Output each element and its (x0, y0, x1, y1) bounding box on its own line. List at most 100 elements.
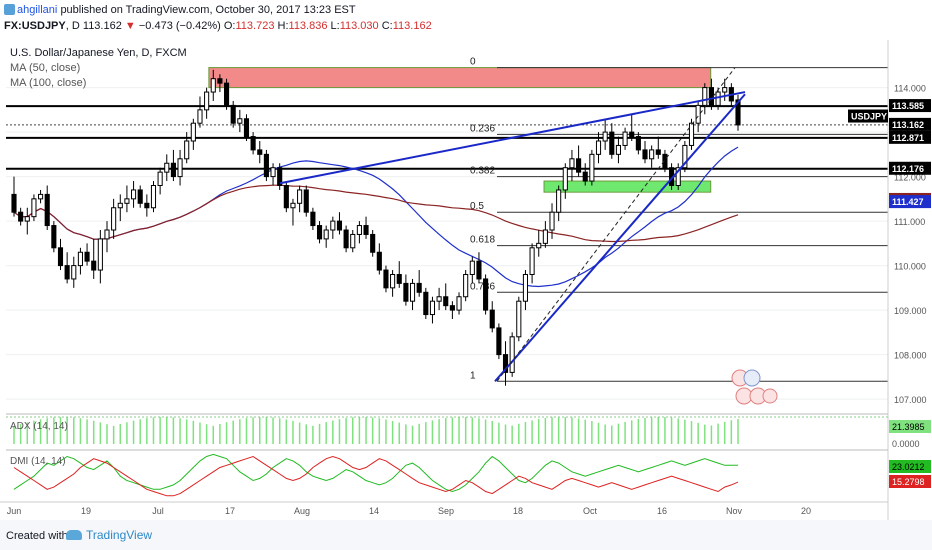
x-tick-label: 19 (81, 506, 91, 516)
y-tick-label: 107.000 (894, 395, 927, 405)
open-label: O: (223, 20, 236, 32)
candle-up (350, 233, 356, 249)
candle-down (217, 78, 223, 84)
x-tick-label: Oct (583, 506, 598, 516)
tradingview-link[interactable]: TradingView (66, 528, 152, 542)
candle-up (77, 251, 83, 267)
zones (208, 67, 712, 193)
candle-down (310, 211, 316, 227)
dmi-plus-line (13, 453, 739, 493)
candle-up (589, 153, 595, 182)
candle-up (104, 229, 110, 240)
candle-up (97, 238, 103, 271)
candle-down (277, 167, 283, 186)
horizontal-lines (6, 105, 888, 170)
candle-down (51, 225, 57, 249)
fib-label: 0.236 (470, 123, 495, 134)
candle-up (569, 158, 575, 169)
price-label-box (889, 99, 931, 113)
brand-text: TradingView (86, 528, 153, 542)
earnings-flags-icon[interactable] (731, 369, 778, 405)
candle-up (675, 167, 681, 186)
adx-scale: 0.0000 (892, 439, 920, 449)
candle-down (483, 278, 489, 311)
footer: Created with TradingView (0, 520, 932, 550)
x-tick-label: Jun (7, 506, 22, 516)
candle-down (18, 211, 24, 222)
candle-down (443, 296, 449, 307)
dmi-minus-box (889, 475, 931, 488)
candle-up (436, 296, 442, 302)
candle-down (303, 189, 309, 213)
trendline-upper (279, 91, 746, 185)
candle-up (356, 225, 362, 235)
candle-down (11, 193, 17, 213)
candle-down (84, 251, 90, 262)
interval: D (71, 20, 80, 32)
candle-up (124, 198, 130, 204)
candle-down (609, 131, 615, 155)
candle-up (595, 140, 602, 155)
candle-up (542, 229, 548, 244)
candle-down (655, 149, 661, 155)
resistance-zone (208, 67, 712, 89)
candle-down (250, 136, 256, 151)
candle-down (316, 225, 323, 240)
candle-up (722, 87, 728, 93)
author-link[interactable]: ahgillani (17, 4, 58, 16)
fib-label: 0.786 (470, 281, 495, 292)
dmi-title: DMI (14, 14) (10, 456, 66, 467)
candle-down (370, 233, 376, 253)
close-value: 113.162 (392, 20, 432, 32)
x-tick-label: 17 (225, 506, 235, 516)
candle-up (536, 242, 542, 249)
candle-down (423, 291, 429, 316)
x-tick-label: 20 (801, 506, 811, 516)
candle-down (635, 136, 641, 151)
fib-label: 0 (470, 57, 476, 68)
x-tick-label: Aug (294, 506, 310, 516)
candle-up (509, 336, 515, 373)
candle-up (469, 260, 475, 275)
y-tick-label: 110.000 (894, 262, 926, 272)
candle-up (290, 202, 296, 209)
time-axis: Jun 19 Jul 17 Aug 14 Sep 18 Oct 16 Nov 20 (0, 501, 888, 516)
candle-up (210, 78, 216, 93)
symbol[interactable]: FX:USDJPY (4, 20, 66, 32)
legend-ma100[interactable]: MA (100, close) (10, 77, 86, 89)
candle-down (376, 251, 382, 271)
candle-up (131, 189, 137, 200)
candle-up (157, 171, 163, 186)
support-zone (543, 180, 712, 193)
close-label: C: (381, 20, 393, 32)
candle-up (615, 144, 621, 155)
adx-value: 21.3985 (892, 422, 925, 432)
high-label: H: (277, 20, 289, 32)
candle-down (582, 171, 588, 182)
legend-ma50[interactable]: MA (50, close) (10, 62, 80, 74)
adx-pane: ADX (14, 14) 21.3985 0.0000 (6, 413, 931, 449)
y-tick-label: 112.000 (894, 173, 926, 183)
candle-down (144, 202, 150, 209)
candles (11, 69, 741, 386)
candle-up (556, 189, 562, 213)
candle-down (91, 260, 97, 271)
candle-up (409, 282, 416, 302)
candle-up (456, 296, 462, 311)
candle-up (204, 91, 210, 111)
candle-down (629, 131, 635, 138)
adx-value-box (889, 420, 931, 433)
down-arrow-icon: ▼ (124, 20, 136, 32)
fib-label: 0.5 (470, 201, 484, 212)
candle-down (223, 82, 230, 106)
candle-down (283, 185, 289, 209)
candle-up (117, 202, 123, 209)
y-tick-label: 114.000 (894, 84, 926, 94)
price-label-box (848, 109, 888, 123)
chart-grid (6, 87, 888, 400)
candle-up (516, 300, 522, 338)
candle-up (562, 167, 568, 191)
candle-up (715, 91, 721, 106)
candle-up (38, 193, 44, 200)
